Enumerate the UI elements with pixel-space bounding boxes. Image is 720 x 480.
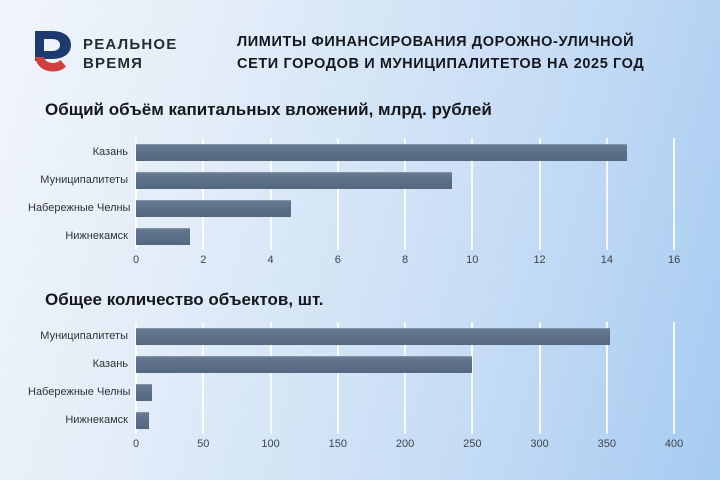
- chart-row: Муниципалитеты: [28, 322, 701, 350]
- chart-row: Казань: [28, 138, 701, 166]
- category-label: Набережные Челны: [28, 202, 131, 214]
- bar-track: [136, 406, 701, 434]
- infographic-title: ЛИМИТЫ ФИНАНСИРОВАНИЯ ДОРОЖНО-УЛИЧНОЙ СЕ…: [237, 31, 677, 75]
- x-tick-label: 16: [667, 254, 681, 266]
- bar-track: [136, 378, 701, 406]
- bar-Набережные Челны: [136, 199, 291, 217]
- x-tick-label: 10: [466, 254, 479, 266]
- x-tick-label: 250: [463, 438, 482, 450]
- chart2-x-axis: 0 50 100 150 200 250 300 350 400: [132, 438, 701, 452]
- category-label: Казань: [92, 358, 128, 370]
- bar-track: [136, 350, 701, 378]
- bar-track: [136, 194, 701, 222]
- bar-Набережные Челны: [136, 383, 153, 401]
- gridline: [538, 322, 541, 434]
- chart1-gridlines: [135, 138, 701, 250]
- bar-Нижнекамск: [136, 411, 150, 429]
- chart-row: Набережные Челны: [28, 378, 701, 406]
- header: РЕАЛЬНОЕ ВРЕМЯ ЛИМИТЫ ФИНАНСИРОВАНИЯ ДОР…: [0, 0, 720, 92]
- gridline: [404, 138, 407, 250]
- x-tick-label: 12: [533, 254, 546, 266]
- realnoe-vremya-logo: РЕАЛЬНОЕ ВРЕМЯ: [30, 31, 177, 77]
- chart1-rows: Казань Муниципалитеты Набережные Челны Нижн…: [28, 138, 701, 250]
- x-tick-label: 2: [200, 254, 207, 266]
- infographic-title-line1: ЛИМИТЫ ФИНАНСИРОВАНИЯ ДОРОЖНО-УЛИЧНОЙ: [237, 34, 635, 50]
- chart-row: Нижнекамск: [28, 406, 701, 434]
- gridline: [471, 322, 474, 434]
- gridline: [605, 322, 608, 434]
- x-tick-label: 14: [600, 254, 613, 266]
- chart1-x-axis: 0 2 4 6 8 10 12 14 16: [132, 254, 701, 268]
- chart1-plot: Казань Муниципалитеты Набережные Челны Нижн…: [28, 138, 700, 250]
- gridline: [673, 138, 676, 250]
- chart-row: Казань: [28, 350, 701, 378]
- gridline: [471, 138, 474, 250]
- gridline: [673, 322, 676, 434]
- category-label: Набережные Челны: [28, 386, 131, 398]
- logo-text: РЕАЛЬНОЕ ВРЕМЯ: [83, 35, 177, 73]
- bar-Казань: [136, 143, 627, 161]
- chart2-plot: Муниципалитеты Казань Набережные Челны Нижн…: [28, 322, 700, 434]
- infographic-title-line2: СЕТИ ГОРОДОВ И МУНИЦИПАЛИТЕТОВ НА 2025 Г…: [237, 56, 645, 72]
- bar-track: [136, 138, 701, 166]
- x-tick-label: 50: [197, 438, 210, 450]
- category-label: Нижнекамск: [65, 414, 128, 426]
- gridline: [202, 322, 205, 434]
- x-tick-label: 8: [401, 254, 409, 266]
- bar-track: [136, 166, 701, 194]
- x-tick-label: 6: [334, 254, 341, 266]
- x-tick-label: 200: [395, 438, 415, 450]
- gridline: [202, 138, 205, 250]
- logo-text-line1: РЕАЛЬНОЕ: [83, 36, 178, 53]
- bar-Казань: [136, 355, 473, 373]
- x-tick-label: 4: [267, 254, 274, 266]
- bar-track: [136, 322, 701, 350]
- gridline: [336, 138, 339, 250]
- chart-row: Набережные Челны: [28, 194, 701, 222]
- x-tick-label: 150: [328, 438, 347, 450]
- x-tick-label: 100: [261, 438, 280, 450]
- logo-text-line2: ВРЕМЯ: [83, 55, 144, 72]
- category-label: Муниципалитеты: [40, 174, 128, 186]
- bar-Муниципалитеты: [136, 327, 610, 345]
- bar-Нижнекамск: [136, 227, 190, 245]
- gridline: [269, 138, 272, 250]
- chart2-title: Общее количество объектов, шт.: [45, 290, 324, 309]
- gridline: [135, 322, 137, 434]
- category-label: Казань: [92, 146, 128, 158]
- chart2-rows: Муниципалитеты Казань Набережные Челны Нижн…: [28, 322, 701, 434]
- chart2-gridlines: [135, 322, 701, 434]
- x-tick-label: 0: [132, 254, 140, 266]
- gridline: [404, 322, 407, 434]
- gridline: [336, 322, 339, 434]
- gridline: [605, 138, 608, 250]
- logo-mark-icon: [35, 31, 71, 72]
- bar-track: [136, 222, 701, 250]
- x-tick-label: 0: [132, 438, 140, 450]
- gridline: [269, 322, 272, 434]
- x-tick-label: 300: [530, 438, 549, 450]
- category-label: Нижнекамск: [65, 230, 128, 242]
- gridline: [135, 138, 137, 250]
- gridline: [538, 138, 541, 250]
- x-tick-label: 350: [597, 438, 617, 450]
- chart-row: Нижнекамск: [28, 222, 701, 250]
- category-label: Муниципалитеты: [40, 330, 128, 342]
- chart-row: Муниципалитеты: [28, 166, 701, 194]
- x-tick-label: 400: [664, 438, 684, 450]
- bar-Муниципалитеты: [136, 171, 453, 189]
- chart1-title: Общий объём капитальных вложений, млрд. …: [45, 100, 492, 119]
